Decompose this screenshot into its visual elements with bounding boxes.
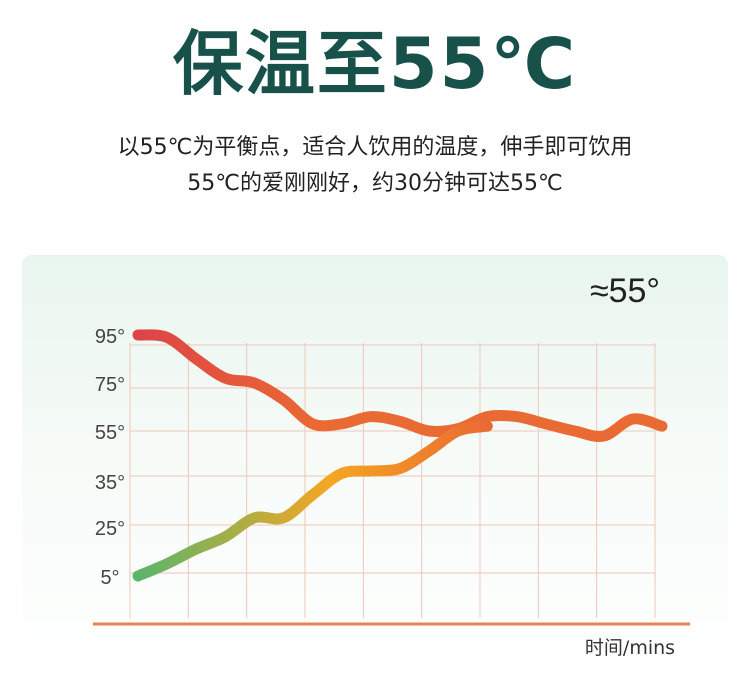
- chart-lines: [132, 329, 668, 582]
- chart-grid: [129, 343, 656, 618]
- series-line-1: [132, 329, 668, 442]
- y-tick-label: 25°: [95, 518, 125, 540]
- series-line-2: [132, 420, 493, 582]
- y-tick-label: 75°: [95, 374, 125, 396]
- annotation-label: ≈55°: [590, 272, 660, 310]
- subtitle-line-2: 55℃的爱刚刚好，约30分钟可达55℃: [187, 171, 563, 196]
- y-tick-label: 35°: [95, 472, 125, 494]
- page-title: 保温至55℃: [172, 23, 578, 105]
- chart-labels: 95° 75° 55° 35° 25° 5° 时间/mins ≈55°: [95, 272, 675, 659]
- y-tick-label: 95°: [95, 326, 125, 348]
- x-axis-label: 时间/mins: [585, 637, 675, 659]
- page-subtitle: 以55℃为平衡点，适合人饮用的温度，伸手即可饮用 55℃的爱刚刚好，约30分钟可…: [0, 130, 750, 202]
- y-tick-label: 5°: [100, 567, 119, 589]
- subtitle-line-1: 以55℃为平衡点，适合人饮用的温度，伸手即可饮用: [117, 135, 633, 160]
- y-tick-label: 55°: [95, 422, 125, 444]
